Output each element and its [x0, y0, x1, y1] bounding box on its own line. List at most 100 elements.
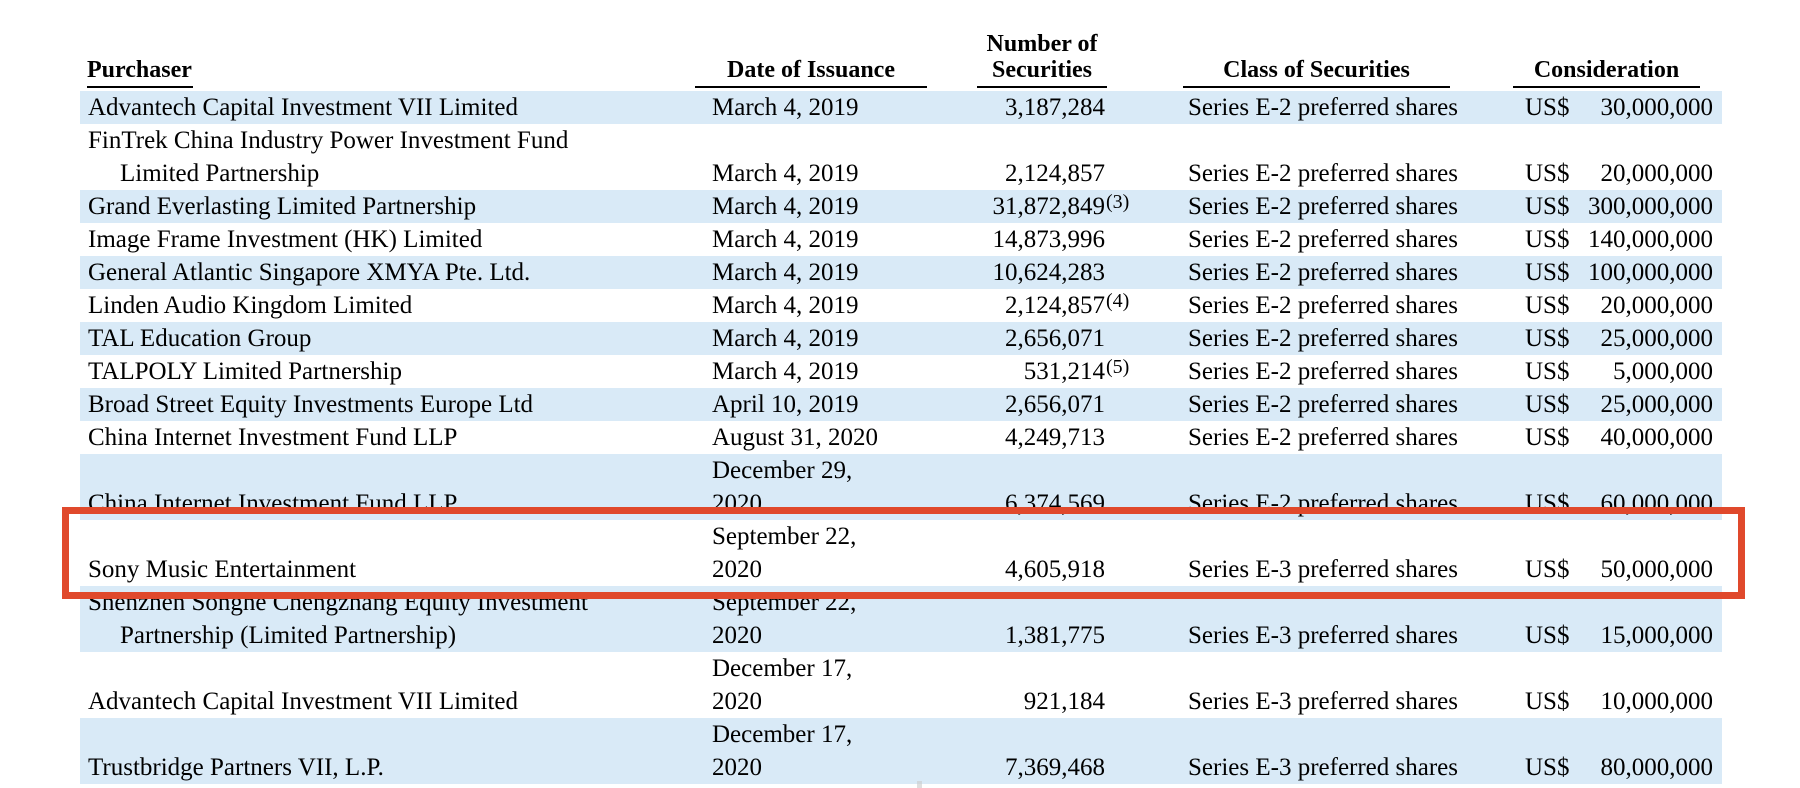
table-row: Shenzhen Songhe Chengzhang Equity Invest… [80, 586, 1722, 652]
table-row: Linden Audio Kingdom Limited March 4, 201… [80, 289, 1722, 322]
securities-count: 2,124,857 [1005, 160, 1105, 187]
table-row: Advantech Capital Investment VII Limited… [80, 652, 1722, 718]
consideration-cell: US$ 40,000,000 [1518, 421, 1722, 454]
class-of-securities-cell: Series E-3 preferred shares [1188, 622, 1459, 649]
date-of-issuance-cell: September 22, 2020 [712, 589, 857, 649]
table-row: TAL Education Group March 4, 2019 2,656,07… [80, 322, 1722, 355]
securities-count: 3,187,284 [1005, 94, 1105, 121]
date-of-issuance-cell: April 10, 2019 [712, 391, 859, 418]
consideration-cell: US$ 300,000,000 [1518, 190, 1722, 223]
date-of-issuance-cell: December 17, 2020 [712, 721, 853, 781]
number-of-securities-cell: 1,381,775 [892, 619, 1155, 652]
consideration-cell: US$ 5,000,000 [1518, 355, 1722, 388]
table-row: TALPOLY Limited Partnership March 4, 2019… [80, 355, 1722, 388]
consideration-amount: 100,000,000 [1588, 259, 1713, 286]
purchaser-name: TALPOLY Limited Partnership [88, 358, 402, 385]
purchaser-cell: TAL Education Group [80, 322, 700, 355]
number-of-securities-cell: 3,187,284 [892, 91, 1155, 124]
number-of-securities-cell: 6,374,569 [892, 487, 1155, 520]
table-rows: Advantech Capital Investment VII Limited… [62, 91, 1745, 788]
purchaser-name: Linden Audio Kingdom Limited [88, 292, 413, 319]
currency-label: US$ [1525, 391, 1570, 418]
table-row: FinTrek China Industry Power Investment … [80, 124, 1722, 190]
purchaser-name: Grand Everlasting Limited Partnership [88, 193, 477, 220]
securities-count: 1,381,775 [1005, 622, 1105, 649]
class-of-securities-cell: Series E-2 preferred shares [1188, 424, 1459, 451]
purchaser-name: Broad Street Equity Investments Europe L… [88, 391, 534, 418]
consideration-amount: 10,000,000 [1600, 688, 1714, 715]
consideration-cell: US$ 20,000,000 [1518, 289, 1722, 322]
date-of-issuance-cell: December 24, 2020 [700, 784, 892, 788]
number-of-securities-cell: 14,873,996 [892, 223, 1155, 256]
purchaser-cell: General Atlantic Singapore XMYA Pte. Ltd… [80, 256, 700, 289]
purchaser-cell: FinTrek China Industry Power Investment … [80, 124, 700, 190]
purchaser-cell: Trustbridge Partners VII, L.P. [80, 751, 700, 784]
column-header-purchaser: Purchaser [87, 57, 193, 88]
date-of-issuance-cell: March 4, 2019 [712, 259, 859, 286]
column-header-date-of-issuance: Date of Issuance [695, 57, 927, 88]
consideration-cell: US$ 80,000,000 [1518, 751, 1722, 784]
consideration-amount: 60,000,000 [1600, 490, 1714, 517]
column-header-class-of-securities: Class of Securities [1183, 57, 1450, 88]
purchaser-name: Trustbridge Partners VII, L.P. [88, 754, 384, 781]
class-of-securities-cell: Series E-2 preferred shares [1188, 358, 1459, 385]
currency-label: US$ [1525, 688, 1570, 715]
number-of-securities-cell: 4,249,713 [892, 421, 1155, 454]
purchaser-cell: Broad Street Equity Investments Europe L… [80, 388, 700, 421]
table-row: China Internet Investment Fund LLP August… [80, 421, 1722, 454]
date-of-issuance-cell: March 4, 2019 [712, 94, 859, 121]
consideration-cell: US$ 30,000,000 [1518, 91, 1722, 124]
currency-label: US$ [1525, 160, 1570, 187]
consideration-amount: 15,000,000 [1600, 622, 1714, 649]
class-of-securities-cell: Series E-2 preferred shares [1188, 292, 1459, 319]
purchaser-name: General Atlantic Singapore XMYA Pte. Ltd… [88, 259, 531, 286]
column-header-consideration: Consideration [1513, 57, 1700, 88]
currency-label: US$ [1525, 94, 1570, 121]
footnote-marker: (5) [1106, 356, 1130, 378]
purchaser-name: China Internet Investment Fund LLP [88, 490, 458, 517]
table-row: Advantech Capital Investment VII Limited… [80, 91, 1722, 124]
class-of-securities-cell: Series E-3 preferred shares [1188, 754, 1459, 781]
purchaser-name: Advantech Capital Investment VII Limited [88, 688, 518, 715]
class-of-securities-cell: Series E-2 preferred shares [1188, 490, 1459, 517]
securities-count: 2,124,857 [1005, 292, 1105, 319]
purchaser-name: Partnership (Limited Partnership) [120, 622, 457, 649]
date-of-issuance-cell: March 4, 2019 [712, 193, 859, 220]
purchaser-name: Image Frame Investment (HK) Limited [88, 226, 483, 253]
consideration-amount: 20,000,000 [1600, 292, 1714, 319]
purchaser-name: China Internet Investment Fund LLP [88, 424, 458, 451]
date-of-issuance-cell: December 29, 2020 [712, 457, 853, 517]
consideration-cell: US$ 50,000,000 [1518, 553, 1722, 586]
securities-count: 4,249,713 [1005, 424, 1105, 451]
securities-count: 31,872,849 [992, 193, 1106, 220]
consideration-amount: 140,000,000 [1588, 226, 1713, 253]
number-of-securities-cell: 7,369,468 [892, 751, 1155, 784]
date-of-issuance-cell: March 4, 2019 [712, 325, 859, 352]
purchaser-name: Limited Partnership [120, 160, 320, 187]
consideration-amount: 300,000,000 [1588, 193, 1713, 220]
table-row: Trustbridge Partners VII, L.P. December 1… [80, 718, 1722, 784]
number-of-securities-cell: 2,656,071 [892, 388, 1155, 421]
column-header-number-line1: Number of [986, 31, 1098, 57]
table-row: Broad Street Equity Investments Europe L… [80, 388, 1722, 421]
consideration-amount: 5,000,000 [1613, 358, 1713, 385]
securities-count: 6,374,569 [1005, 490, 1105, 517]
purchaser-cell: GENERAL ATLANTIC SINGARPORE XMYAPTE. LTD… [80, 784, 700, 788]
purchaser-cell: Sony Music Entertainment [80, 553, 700, 586]
securities-count: 4,605,918 [1005, 556, 1105, 583]
consideration-cell: US$ 15,000,000 [1518, 619, 1722, 652]
class-of-securities-cell: Series E-2 preferred shares [1188, 94, 1459, 121]
column-header-number-of-securities: Number of Securities [977, 31, 1107, 88]
table-header-row: Purchaser Date of Issuance Number of Sec… [80, 28, 1722, 88]
securities-count: 2,656,071 [1005, 391, 1105, 418]
table-row: Grand Everlasting Limited Partnership Mar… [80, 190, 1722, 223]
securities-count: 2,656,071 [1005, 325, 1105, 352]
purchaser-cell: Grand Everlasting Limited Partnership [80, 190, 700, 223]
table-row: General Atlantic Singapore XMYA Pte. Ltd… [80, 256, 1722, 289]
date-of-issuance-cell: September 22, 2020 [712, 523, 857, 583]
table-row: Image Frame Investment (HK) Limited March… [80, 223, 1722, 256]
date-of-issuance-cell: August 31, 2020 [712, 424, 878, 451]
currency-label: US$ [1525, 325, 1570, 352]
purchaser-cell: China Internet Investment Fund LLP [80, 487, 700, 520]
